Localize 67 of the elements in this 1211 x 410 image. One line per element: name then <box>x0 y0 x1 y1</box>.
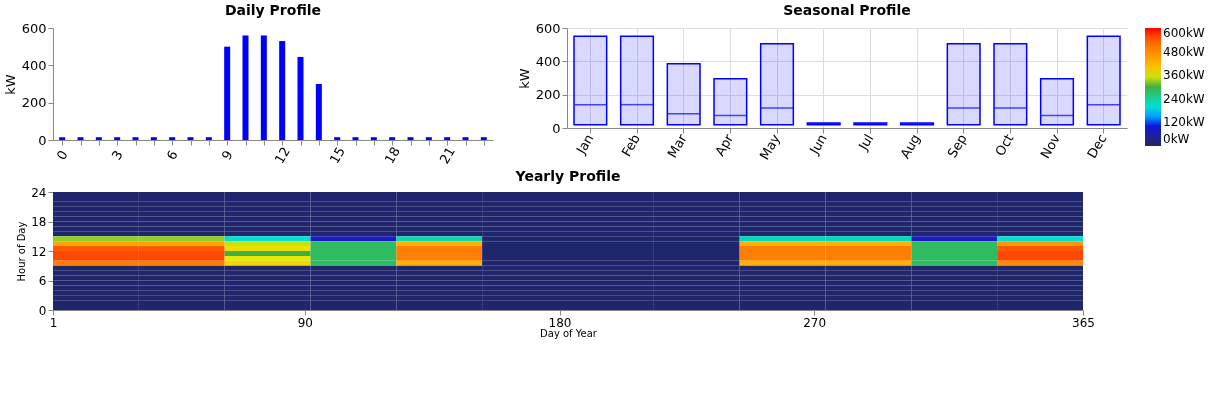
bar <box>407 137 414 140</box>
y-tick-label: 0 <box>552 120 561 136</box>
color-bar-label: 600kW <box>1163 26 1205 40</box>
chart-title: Daily Profile <box>224 2 322 18</box>
y-tick-label: 200 <box>535 87 561 103</box>
y-tick-label: 400 <box>535 53 561 69</box>
x-tick-label: Jun <box>806 131 830 158</box>
x-tick-label: 270 <box>803 315 827 330</box>
color-bar-label: 480kW <box>1163 44 1205 59</box>
color-bar-label: 120kW <box>1163 115 1205 130</box>
x-tick-label: 18 <box>381 144 403 167</box>
bar <box>114 137 121 140</box>
bar <box>169 137 176 140</box>
x-tick-label: 9 <box>218 147 236 163</box>
color-bar-label: 240kW <box>1163 91 1205 106</box>
x-tick-label: 1 <box>49 315 58 330</box>
y-tick-label: 6 <box>38 274 47 288</box>
y-tick-label: 24 <box>31 185 47 200</box>
x-tick-label: Feb <box>618 131 644 159</box>
bar <box>352 137 359 140</box>
x-tick-label: 0 <box>53 147 71 163</box>
bar <box>77 137 84 140</box>
bar <box>444 137 451 140</box>
bar <box>95 137 102 140</box>
bar <box>260 35 267 140</box>
bar <box>480 137 487 140</box>
y-axis-title: kW <box>516 68 532 89</box>
y-tick-label: 600 <box>21 20 47 36</box>
x-tick-label: 365 <box>1072 315 1095 330</box>
bar <box>279 41 286 140</box>
bar <box>315 84 322 140</box>
x-tick-label: 6 <box>163 147 181 163</box>
bar <box>242 35 249 140</box>
y-tick-label: 400 <box>21 57 47 73</box>
color-bar-label: 360kW <box>1163 68 1205 83</box>
x-tick-label: 15 <box>326 144 348 167</box>
bar <box>205 137 212 140</box>
bar <box>334 137 341 140</box>
y-tick-label: 0 <box>38 303 47 318</box>
chart-title: Seasonal Profile <box>783 2 911 18</box>
chart-title: Yearly Profile <box>514 168 621 184</box>
x-tick-label: 180 <box>548 315 572 330</box>
y-tick-label: 600 <box>535 20 561 36</box>
x-tick-label: 12 <box>271 144 293 167</box>
y-tick-label: 18 <box>31 215 47 229</box>
x-tick-label: 21 <box>436 144 458 167</box>
y-axis-title: kW <box>2 74 18 95</box>
bar <box>150 137 157 140</box>
bar <box>389 137 396 140</box>
bar <box>425 137 432 140</box>
bar <box>187 137 194 140</box>
y-tick-label: 12 <box>31 244 47 259</box>
y-tick-label: 200 <box>21 95 47 111</box>
color-bar-label: 0kW <box>1163 132 1190 146</box>
x-tick-label: Oct <box>992 131 1017 159</box>
bar <box>370 137 377 140</box>
x-tick-label: Jan <box>572 131 597 158</box>
y-axis-title: Hour of Day <box>16 221 28 282</box>
bar <box>224 46 231 140</box>
x-tick-label: Jul <box>855 131 877 154</box>
bar <box>59 137 66 140</box>
x-tick-label: 3 <box>108 147 126 163</box>
bar <box>462 137 469 140</box>
x-tick-label: 90 <box>297 315 313 330</box>
x-axis-title: Day of Year <box>540 327 598 339</box>
bar <box>297 56 304 140</box>
bar <box>132 137 139 140</box>
